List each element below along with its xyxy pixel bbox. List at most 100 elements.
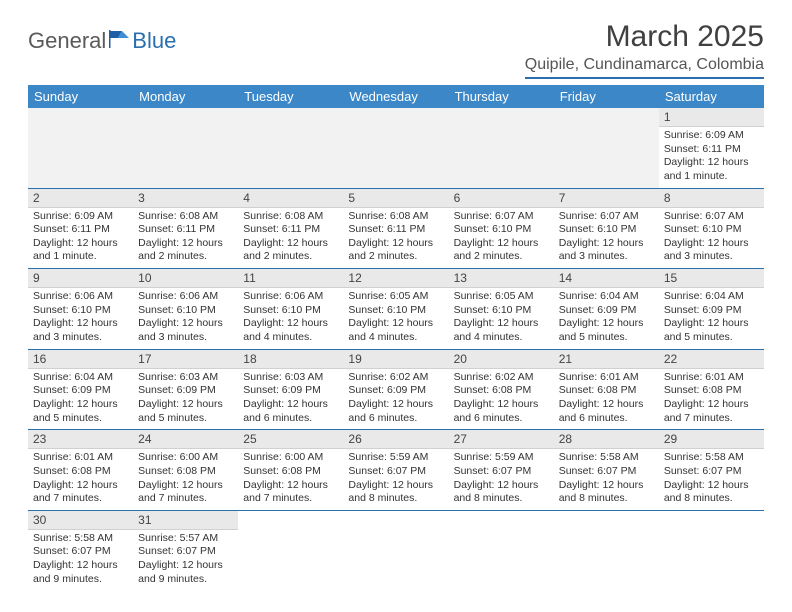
- day-number: 10: [133, 269, 238, 288]
- calendar-cell: 31Sunrise: 5:57 AMSunset: 6:07 PMDayligh…: [133, 510, 238, 590]
- day-details: Sunrise: 5:57 AMSunset: 6:07 PMDaylight:…: [133, 530, 238, 591]
- calendar-cell: 19Sunrise: 6:02 AMSunset: 6:09 PMDayligh…: [343, 349, 448, 430]
- day-number: 8: [659, 189, 764, 208]
- flag-icon: [109, 28, 131, 54]
- calendar-cell: 4Sunrise: 6:08 AMSunset: 6:11 PMDaylight…: [238, 188, 343, 269]
- day-details: Sunrise: 6:08 AMSunset: 6:11 PMDaylight:…: [238, 208, 343, 269]
- day-number: 23: [28, 430, 133, 449]
- calendar-cell: 8Sunrise: 6:07 AMSunset: 6:10 PMDaylight…: [659, 188, 764, 269]
- day-details: Sunrise: 6:06 AMSunset: 6:10 PMDaylight:…: [238, 288, 343, 349]
- calendar-cell: 26Sunrise: 5:59 AMSunset: 6:07 PMDayligh…: [343, 430, 448, 511]
- day-details: Sunrise: 6:08 AMSunset: 6:11 PMDaylight:…: [133, 208, 238, 269]
- day-details: Sunrise: 6:09 AMSunset: 6:11 PMDaylight:…: [659, 127, 764, 188]
- calendar-cell: [343, 510, 448, 590]
- day-number: 22: [659, 350, 764, 369]
- day-number: 31: [133, 511, 238, 530]
- day-details: Sunrise: 6:01 AMSunset: 6:08 PMDaylight:…: [28, 449, 133, 510]
- day-number: 4: [238, 189, 343, 208]
- day-details: Sunrise: 6:00 AMSunset: 6:08 PMDaylight:…: [133, 449, 238, 510]
- day-details: Sunrise: 6:02 AMSunset: 6:08 PMDaylight:…: [449, 369, 554, 430]
- day-details: Sunrise: 6:03 AMSunset: 6:09 PMDaylight:…: [133, 369, 238, 430]
- day-details: Sunrise: 6:01 AMSunset: 6:08 PMDaylight:…: [659, 369, 764, 430]
- calendar-cell: 27Sunrise: 5:59 AMSunset: 6:07 PMDayligh…: [449, 430, 554, 511]
- calendar-cell: 11Sunrise: 6:06 AMSunset: 6:10 PMDayligh…: [238, 269, 343, 350]
- header: General Blue March 2025 Quipile, Cundina…: [28, 20, 764, 79]
- day-details: Sunrise: 6:03 AMSunset: 6:09 PMDaylight:…: [238, 369, 343, 430]
- day-number: 1: [659, 108, 764, 127]
- dayhead-tue: Tuesday: [238, 85, 343, 108]
- day-number: 25: [238, 430, 343, 449]
- day-number: 28: [554, 430, 659, 449]
- calendar-cell: 30Sunrise: 5:58 AMSunset: 6:07 PMDayligh…: [28, 510, 133, 590]
- calendar-table: Sunday Monday Tuesday Wednesday Thursday…: [28, 85, 764, 590]
- calendar-cell: 3Sunrise: 6:08 AMSunset: 6:11 PMDaylight…: [133, 188, 238, 269]
- day-details: Sunrise: 6:06 AMSunset: 6:10 PMDaylight:…: [28, 288, 133, 349]
- day-number: 12: [343, 269, 448, 288]
- day-number: 26: [343, 430, 448, 449]
- calendar-cell: [343, 108, 448, 188]
- calendar-cell: 29Sunrise: 5:58 AMSunset: 6:07 PMDayligh…: [659, 430, 764, 511]
- day-details: Sunrise: 6:07 AMSunset: 6:10 PMDaylight:…: [659, 208, 764, 269]
- day-details: Sunrise: 5:58 AMSunset: 6:07 PMDaylight:…: [554, 449, 659, 510]
- calendar-cell: [554, 510, 659, 590]
- calendar-cell: [449, 108, 554, 188]
- calendar-row: 30Sunrise: 5:58 AMSunset: 6:07 PMDayligh…: [28, 510, 764, 590]
- day-number: 11: [238, 269, 343, 288]
- day-number: 7: [554, 189, 659, 208]
- calendar-cell: [449, 510, 554, 590]
- dayhead-wed: Wednesday: [343, 85, 448, 108]
- dayhead-mon: Monday: [133, 85, 238, 108]
- calendar-cell: 20Sunrise: 6:02 AMSunset: 6:08 PMDayligh…: [449, 349, 554, 430]
- calendar-cell: 25Sunrise: 6:00 AMSunset: 6:08 PMDayligh…: [238, 430, 343, 511]
- dayhead-sat: Saturday: [659, 85, 764, 108]
- day-details: Sunrise: 6:04 AMSunset: 6:09 PMDaylight:…: [554, 288, 659, 349]
- day-details: Sunrise: 6:07 AMSunset: 6:10 PMDaylight:…: [554, 208, 659, 269]
- day-number: 3: [133, 189, 238, 208]
- day-number: 6: [449, 189, 554, 208]
- calendar-row: 2Sunrise: 6:09 AMSunset: 6:11 PMDaylight…: [28, 188, 764, 269]
- day-details: Sunrise: 6:06 AMSunset: 6:10 PMDaylight:…: [133, 288, 238, 349]
- day-details: Sunrise: 6:05 AMSunset: 6:10 PMDaylight:…: [343, 288, 448, 349]
- day-details: Sunrise: 5:58 AMSunset: 6:07 PMDaylight:…: [28, 530, 133, 591]
- day-number: 13: [449, 269, 554, 288]
- calendar-row: 16Sunrise: 6:04 AMSunset: 6:09 PMDayligh…: [28, 349, 764, 430]
- dayhead-sun: Sunday: [28, 85, 133, 108]
- logo-text-b: Blue: [132, 28, 176, 54]
- month-title: March 2025: [525, 20, 764, 54]
- calendar-cell: [238, 510, 343, 590]
- title-block: March 2025 Quipile, Cundinamarca, Colomb…: [525, 20, 764, 79]
- calendar-cell: [659, 510, 764, 590]
- calendar-cell: 15Sunrise: 6:04 AMSunset: 6:09 PMDayligh…: [659, 269, 764, 350]
- calendar-cell: [554, 108, 659, 188]
- calendar-cell: 2Sunrise: 6:09 AMSunset: 6:11 PMDaylight…: [28, 188, 133, 269]
- day-details: Sunrise: 6:04 AMSunset: 6:09 PMDaylight:…: [659, 288, 764, 349]
- calendar-cell: [28, 108, 133, 188]
- day-number: 30: [28, 511, 133, 530]
- calendar-cell: 24Sunrise: 6:00 AMSunset: 6:08 PMDayligh…: [133, 430, 238, 511]
- day-number: 16: [28, 350, 133, 369]
- calendar-cell: 13Sunrise: 6:05 AMSunset: 6:10 PMDayligh…: [449, 269, 554, 350]
- calendar-cell: 17Sunrise: 6:03 AMSunset: 6:09 PMDayligh…: [133, 349, 238, 430]
- day-number: 19: [343, 350, 448, 369]
- day-details: Sunrise: 5:59 AMSunset: 6:07 PMDaylight:…: [449, 449, 554, 510]
- logo-text-a: General: [28, 28, 106, 54]
- day-number: 20: [449, 350, 554, 369]
- calendar-cell: 21Sunrise: 6:01 AMSunset: 6:08 PMDayligh…: [554, 349, 659, 430]
- day-header-row: Sunday Monday Tuesday Wednesday Thursday…: [28, 85, 764, 108]
- dayhead-thu: Thursday: [449, 85, 554, 108]
- calendar-cell: 6Sunrise: 6:07 AMSunset: 6:10 PMDaylight…: [449, 188, 554, 269]
- day-details: Sunrise: 6:04 AMSunset: 6:09 PMDaylight:…: [28, 369, 133, 430]
- day-number: 24: [133, 430, 238, 449]
- calendar-row: 1Sunrise: 6:09 AMSunset: 6:11 PMDaylight…: [28, 108, 764, 188]
- calendar-cell: 16Sunrise: 6:04 AMSunset: 6:09 PMDayligh…: [28, 349, 133, 430]
- calendar-cell: 10Sunrise: 6:06 AMSunset: 6:10 PMDayligh…: [133, 269, 238, 350]
- day-details: Sunrise: 6:05 AMSunset: 6:10 PMDaylight:…: [449, 288, 554, 349]
- day-details: Sunrise: 6:02 AMSunset: 6:09 PMDaylight:…: [343, 369, 448, 430]
- location: Quipile, Cundinamarca, Colombia: [525, 56, 764, 79]
- day-number: 17: [133, 350, 238, 369]
- day-number: 5: [343, 189, 448, 208]
- day-number: 18: [238, 350, 343, 369]
- day-details: Sunrise: 6:01 AMSunset: 6:08 PMDaylight:…: [554, 369, 659, 430]
- calendar-row: 9Sunrise: 6:06 AMSunset: 6:10 PMDaylight…: [28, 269, 764, 350]
- calendar-cell: 7Sunrise: 6:07 AMSunset: 6:10 PMDaylight…: [554, 188, 659, 269]
